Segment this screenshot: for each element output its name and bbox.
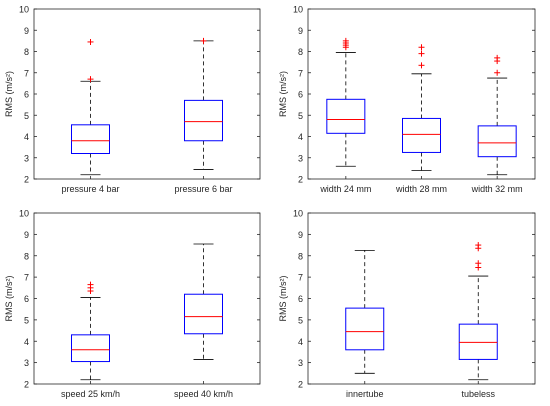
box-2: tubeless [458, 242, 498, 399]
y-tick-label: 7 [24, 68, 29, 78]
boxplot-panel-1: 2 3 4 5 6 7 8 9 10 RMS (m/s²) pressure 4 bar pressu… [4, 5, 261, 194]
y-tick-label: 7 [298, 273, 303, 283]
x-tick-label: pressure 4 bar [61, 184, 119, 194]
y-tick-label: 2 [24, 175, 29, 185]
outlier-marker [475, 260, 482, 267]
y-axis-label: RMS (m/s²) [278, 71, 288, 117]
y-tick-label: 3 [298, 153, 303, 163]
x-tick-label: width 24 mm [319, 184, 371, 194]
box-2: pressure 6 bar [174, 37, 233, 194]
y-tick-label: 5 [24, 111, 29, 121]
y-tick-label: 2 [298, 380, 303, 390]
y-tick-label: 5 [24, 315, 29, 325]
iqr-box [477, 125, 517, 158]
plot-frame [33, 8, 261, 180]
outlier-marker [418, 44, 425, 51]
y-tick-label: 6 [298, 90, 303, 100]
outlier-marker [87, 281, 94, 288]
y-axis-label: RMS (m/s²) [278, 276, 288, 322]
box-1: speed 25 km/h [61, 281, 120, 399]
y-tick-label: 7 [298, 68, 303, 78]
y-tick-label: 7 [24, 273, 29, 283]
iqr-box [71, 334, 110, 363]
y-tick-label: 9 [24, 230, 29, 240]
iqr-box [71, 124, 110, 154]
outlier-marker [418, 62, 425, 69]
y-tick-label: 10 [293, 5, 303, 15]
box-1: innertube [345, 250, 385, 399]
y-tick-label: 9 [298, 230, 303, 240]
y-tick-label: 9 [24, 26, 29, 36]
iqr-box [345, 307, 385, 351]
y-tick-label: 6 [24, 294, 29, 304]
box-2: speed 40 km/h [174, 243, 233, 399]
outlier-marker [342, 37, 349, 44]
y-tick-label: 4 [298, 337, 303, 347]
box-3: width 32 mm [471, 54, 523, 194]
y-tick-label: 2 [298, 175, 303, 185]
y-tick-label: 3 [24, 358, 29, 368]
boxplot-panel-3: 2 3 4 5 6 7 8 9 10 RMS (m/s²) speed 25 km/h speed 4… [4, 209, 261, 399]
y-tick-label: 8 [24, 251, 29, 261]
box-1: width 24 mm [319, 37, 371, 194]
y-tick-label: 8 [298, 251, 303, 261]
y-tick-label: 3 [298, 358, 303, 368]
x-tick-label: innertube [346, 389, 384, 399]
y-tick-label: 6 [24, 90, 29, 100]
y-tick-label: 2 [24, 380, 29, 390]
x-tick-label: speed 40 km/h [174, 389, 233, 399]
iqr-box [326, 98, 366, 134]
x-tick-label: width 32 mm [471, 184, 523, 194]
boxplot-panel-2: 2 3 4 5 6 7 8 9 10 RMS (m/s²) width 24 mm width 28 … [278, 5, 536, 194]
plot-frame [33, 212, 261, 385]
y-tick-label: 3 [24, 153, 29, 163]
y-tick-label: 4 [24, 132, 29, 142]
y-tick-label: 10 [19, 209, 29, 219]
box-1: pressure 4 bar [61, 38, 120, 194]
iqr-box [184, 293, 223, 335]
x-tick-label: speed 25 km/h [61, 389, 120, 399]
outlier-marker [494, 69, 501, 76]
outlier-marker [475, 242, 482, 249]
x-tick-label: width 28 mm [395, 184, 447, 194]
y-tick-label: 4 [24, 337, 29, 347]
x-tick-label: pressure 6 bar [174, 184, 232, 194]
outlier-marker [87, 76, 94, 83]
y-tick-label: 9 [298, 26, 303, 36]
plot-frame [307, 212, 536, 385]
y-tick-label: 5 [298, 111, 303, 121]
outlier-marker [494, 54, 501, 61]
outlier-marker [418, 50, 425, 57]
y-tick-label: 10 [19, 5, 29, 15]
iqr-box [458, 323, 498, 360]
y-tick-label: 6 [298, 294, 303, 304]
y-tick-label: 10 [293, 209, 303, 219]
y-tick-label: 8 [298, 47, 303, 57]
boxplot-panel-4: 2 3 4 5 6 7 8 9 10 RMS (m/s²) innertube tubeless [278, 209, 536, 399]
outlier-marker [87, 38, 94, 45]
y-axis-label: RMS (m/s²) [4, 71, 14, 117]
y-axis-label: RMS (m/s²) [4, 276, 14, 322]
iqr-box [402, 117, 441, 153]
y-tick-label: 8 [24, 47, 29, 57]
y-tick-label: 5 [298, 315, 303, 325]
box-2: width 28 mm [395, 44, 447, 194]
outlier-marker [200, 37, 207, 44]
iqr-box [184, 99, 223, 142]
x-tick-label: tubeless [461, 389, 495, 399]
y-tick-label: 4 [298, 132, 303, 142]
